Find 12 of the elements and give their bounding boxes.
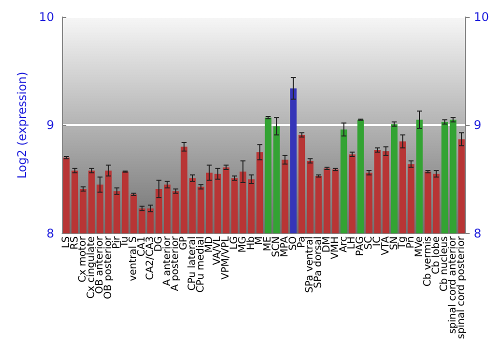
y2-tick-label: 8 bbox=[474, 226, 482, 240]
y-tick-label: 10 bbox=[38, 10, 54, 24]
y2-tick-label: 10 bbox=[474, 10, 490, 24]
x-tick-label: OB posterior bbox=[102, 235, 114, 300]
y-tick-label: 9 bbox=[46, 118, 54, 132]
y2-tick-label: 9 bbox=[474, 118, 482, 132]
x-tick-label: MVe bbox=[414, 236, 425, 258]
x-tick-label: A posterior bbox=[170, 235, 182, 292]
x-tick-label: DG bbox=[153, 236, 164, 252]
x-tick-label: Tg bbox=[397, 236, 408, 250]
y-tick-label: 8 bbox=[46, 226, 54, 240]
y-axis-title: Log2 (expression) bbox=[15, 72, 29, 179]
